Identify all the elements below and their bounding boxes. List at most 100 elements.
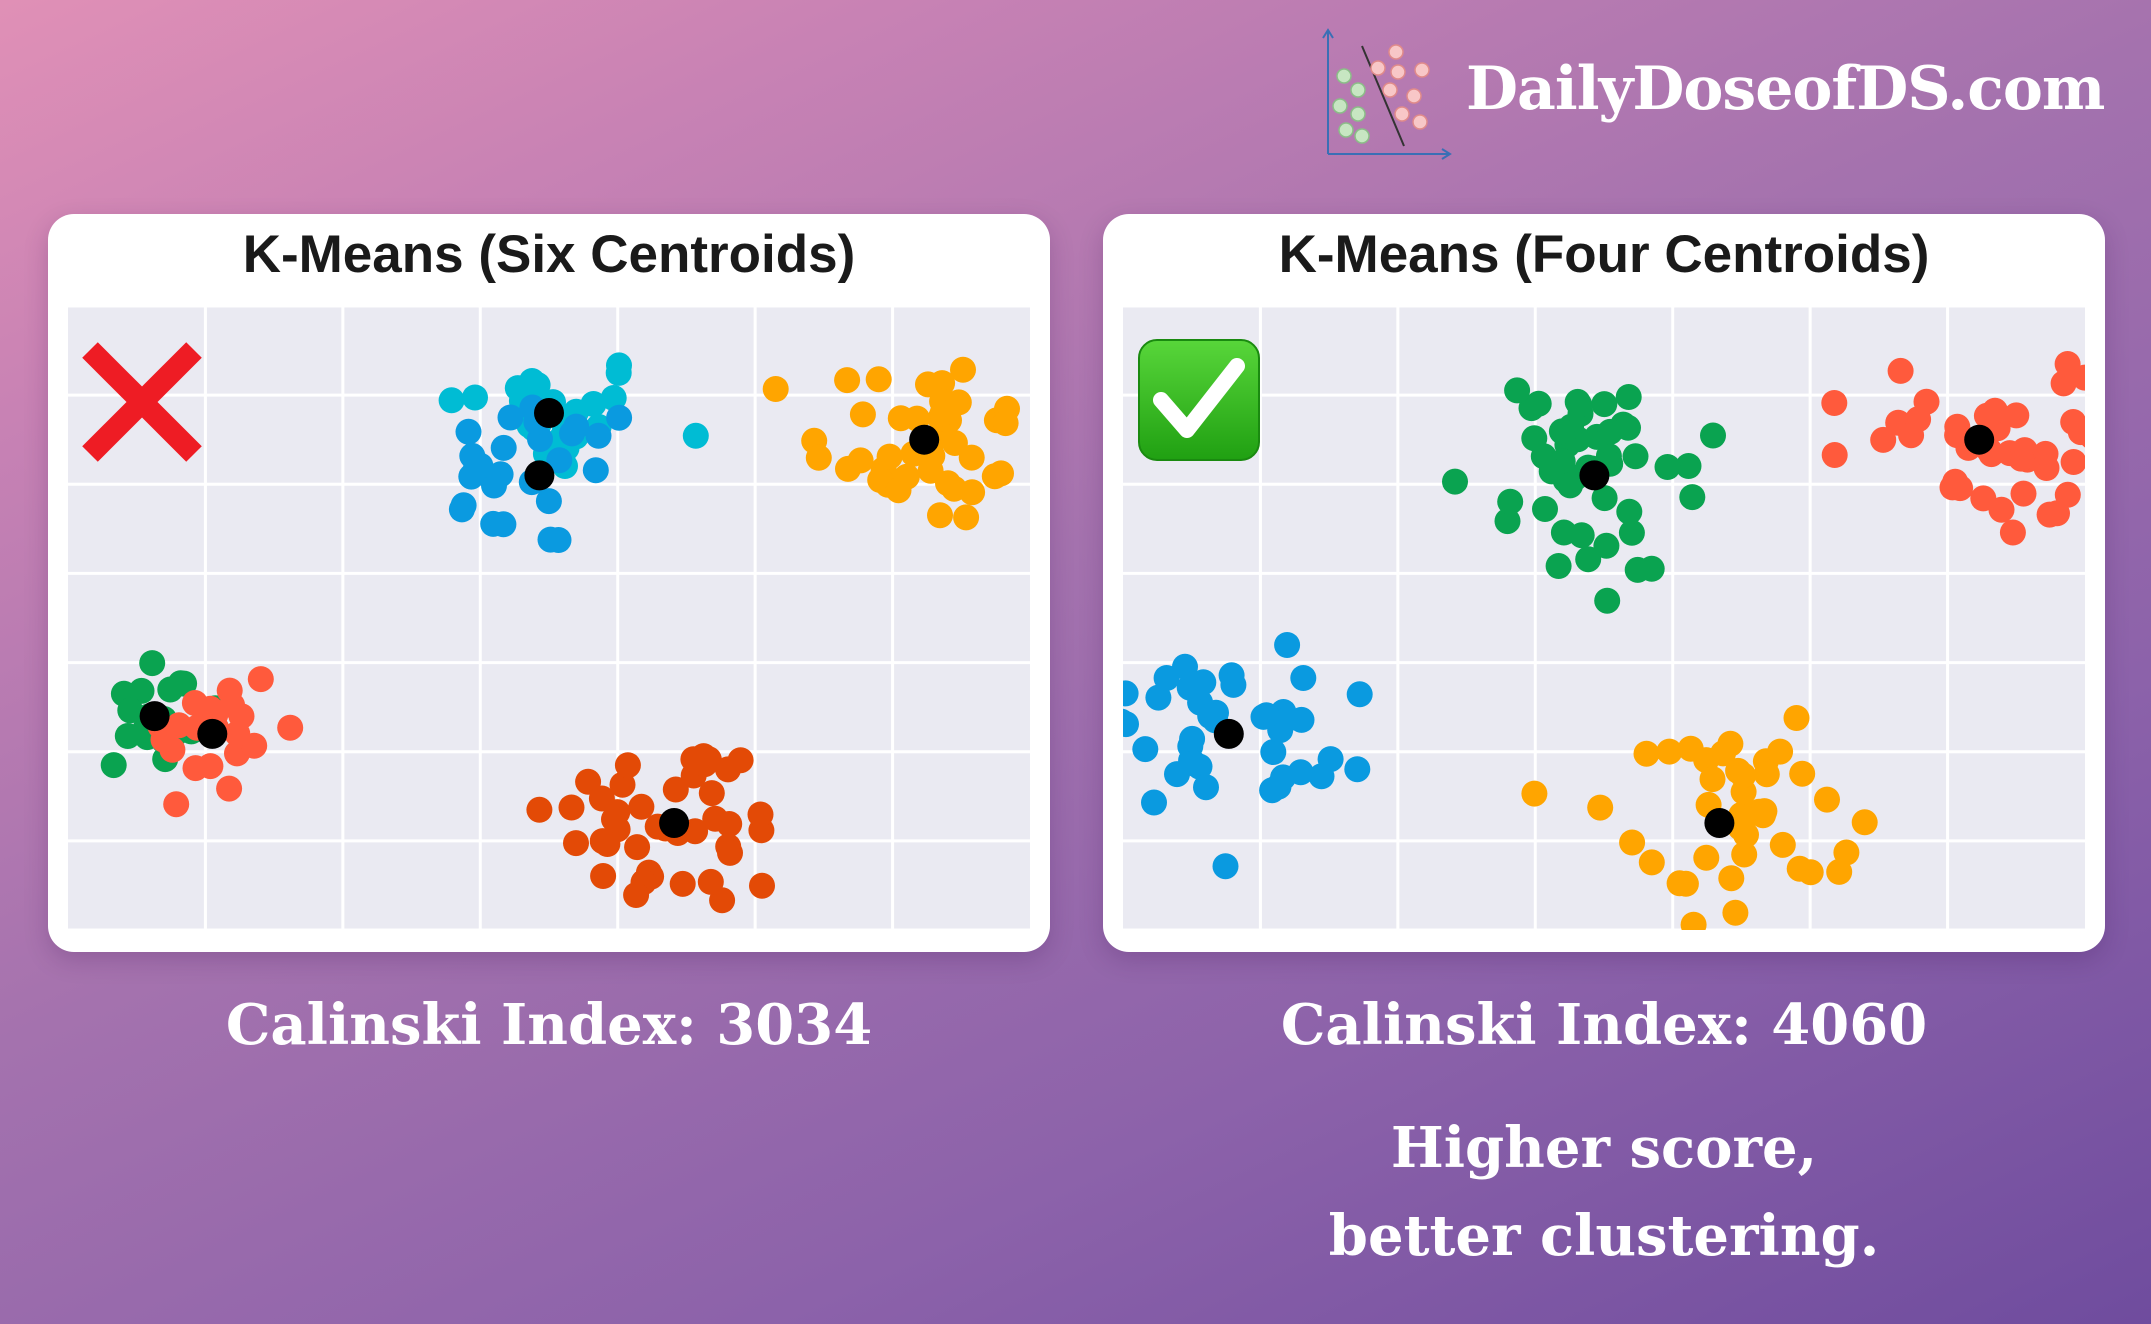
data-point: [1123, 680, 1139, 707]
data-point: [953, 504, 980, 531]
data-point: [697, 868, 724, 895]
centroid-point: [1579, 460, 1610, 491]
data-point: [1575, 546, 1602, 573]
data-point: [224, 720, 251, 747]
data-point: [1594, 587, 1621, 614]
data-point: [1622, 443, 1649, 470]
data-point: [1290, 665, 1317, 691]
centroid-point: [1213, 718, 1244, 749]
data-point: [1789, 760, 1816, 787]
data-point: [1677, 735, 1704, 762]
data-point: [1814, 786, 1840, 813]
data-point: [1633, 740, 1660, 767]
data-point: [1710, 740, 1736, 767]
data-point: [558, 794, 585, 821]
chart-title: K-Means (Four Centroids): [1278, 225, 1930, 284]
data-point: [865, 366, 892, 393]
data-point: [1591, 485, 1618, 512]
data-point: [1287, 759, 1314, 786]
centroid-point: [1704, 808, 1735, 838]
data-point: [1593, 532, 1620, 559]
data-point: [1718, 865, 1745, 892]
data-point: [1821, 442, 1848, 468]
data-point: [2060, 409, 2085, 435]
data-point: [1679, 484, 1706, 511]
data-point: [747, 801, 774, 828]
data-point: [1700, 422, 1726, 449]
data-point: [669, 870, 696, 897]
data-point: [992, 410, 1019, 437]
data-point: [585, 422, 612, 449]
data-point: [628, 793, 655, 820]
data-point: [662, 776, 689, 803]
data-point: [1751, 798, 1778, 825]
data-point: [1442, 468, 1468, 495]
data-point: [462, 384, 488, 411]
calinski-score-six: Calinski Index: 3034: [225, 992, 873, 1058]
logo-icon: [1322, 28, 1452, 160]
data-point: [2071, 364, 2085, 391]
data-point: [762, 376, 789, 402]
data-point: [589, 828, 616, 855]
data-point: [1769, 831, 1796, 858]
data-point: [1545, 553, 1572, 579]
data-point: [749, 872, 775, 899]
data-point: [546, 447, 573, 474]
data-point: [849, 401, 876, 428]
tagline-line-2: better clustering.: [1328, 1203, 1880, 1269]
data-point: [1638, 849, 1665, 876]
data-point: [1821, 390, 1848, 416]
brand-text: DailyDoseofDS.com: [1466, 54, 2105, 124]
chart-title: K-Means (Six Centroids): [242, 225, 856, 284]
data-point: [1767, 738, 1794, 765]
data-point: [490, 511, 517, 538]
data-point: [690, 743, 717, 770]
data-point: [563, 830, 589, 857]
data-point: [481, 472, 507, 499]
data-point: [1587, 794, 1614, 821]
data-point: [1141, 789, 1167, 816]
data-point: [1532, 496, 1558, 522]
data-point: [1693, 844, 1720, 871]
data-point: [588, 785, 615, 812]
data-point: [1566, 391, 1593, 418]
data-point: [614, 752, 641, 779]
data-point: [1783, 705, 1810, 731]
data-point: [1153, 665, 1180, 691]
data-point: [1591, 391, 1618, 418]
data-point: [1753, 761, 1780, 788]
data-point: [1988, 496, 2015, 523]
chart-panel-six-centroids: K-Means (Six Centroids): [48, 214, 1050, 952]
data-point: [623, 882, 650, 908]
data-point: [805, 444, 832, 471]
data-point: [1525, 390, 1552, 417]
centroid-point: [197, 718, 228, 749]
data-point: [1619, 829, 1646, 856]
data-point: [1288, 706, 1315, 733]
data-point: [1308, 763, 1335, 790]
data-point: [2060, 449, 2085, 475]
data-point: [1253, 702, 1280, 729]
tagline: Higher score, better clustering.: [1103, 1104, 2105, 1280]
check-icon: [1138, 339, 1260, 461]
data-point: [950, 356, 976, 383]
data-point: [582, 457, 609, 484]
centroid-point: [909, 424, 940, 455]
data-point: [467, 452, 494, 479]
data-point: [927, 502, 953, 529]
brand: DailyDoseofDS.com: [1318, 26, 2105, 162]
data-point: [277, 714, 304, 741]
data-point: [182, 755, 209, 782]
data-point: [157, 676, 184, 703]
data-point: [1826, 858, 1853, 885]
data-point: [727, 747, 754, 774]
data-point: [1597, 418, 1624, 445]
data-point: [1179, 725, 1206, 752]
data-point: [609, 771, 636, 798]
data-point: [834, 367, 861, 394]
data-point: [1999, 519, 2026, 546]
data-point: [1616, 498, 1643, 525]
data-point: [941, 475, 968, 502]
data-point: [958, 444, 985, 471]
data-point: [590, 863, 617, 889]
